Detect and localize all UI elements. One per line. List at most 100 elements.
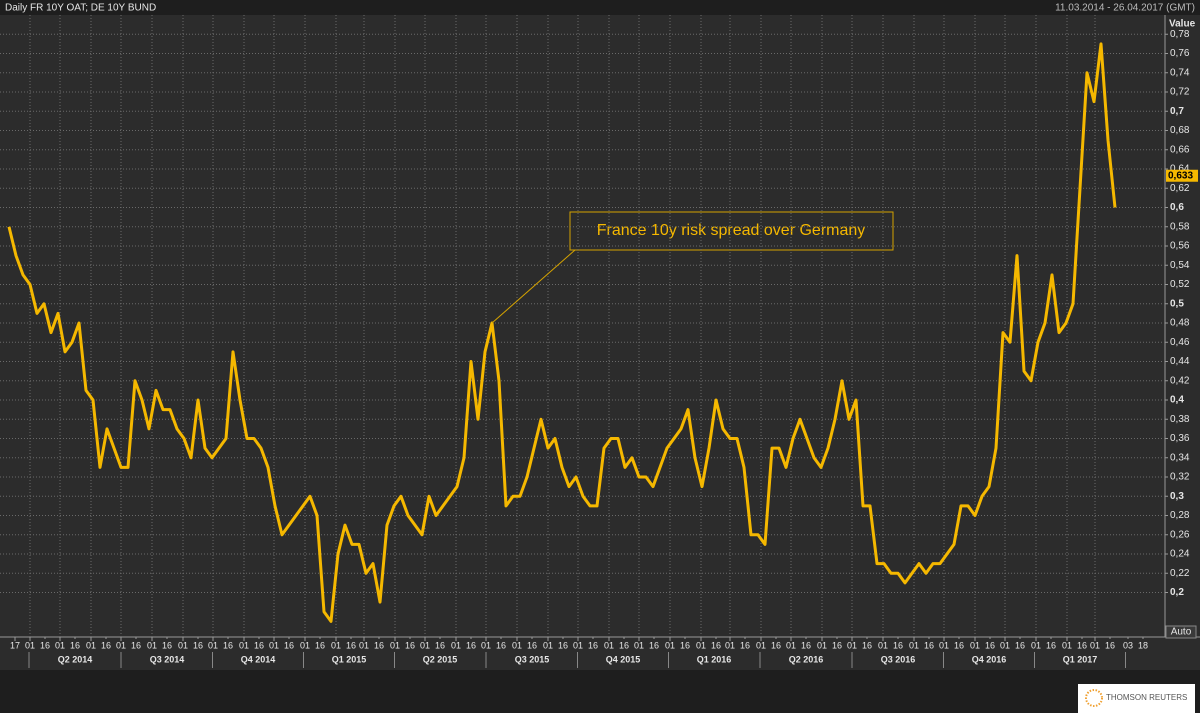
- logo-box: [1078, 684, 1195, 713]
- x-tick-label: 01: [847, 640, 857, 650]
- x-tick-label: 16: [832, 640, 842, 650]
- chart-title: Daily FR 10Y OAT; DE 10Y BUND: [5, 3, 156, 14]
- x-tick-label: 01: [878, 640, 888, 650]
- x-tick-label: 16: [435, 640, 445, 650]
- x-tick-label: 17: [10, 640, 20, 650]
- x-tick-label: 01: [116, 640, 126, 650]
- x-tick-label: 16: [405, 640, 415, 650]
- x-tick-label: 16: [1015, 640, 1025, 650]
- x-tick-label: 16: [985, 640, 995, 650]
- x-tick-label: 16: [527, 640, 537, 650]
- x-tick-label: 01: [725, 640, 735, 650]
- y-tick-label: 0,78: [1170, 29, 1190, 40]
- y-tick-label: 0,44: [1170, 356, 1190, 367]
- x-tick-label: 01: [786, 640, 796, 650]
- annotation-leader: [491, 249, 576, 324]
- auto-button[interactable]: [1165, 625, 1197, 639]
- y-tick-label: 0,66: [1170, 144, 1190, 155]
- x-tick-label: 01: [390, 640, 400, 650]
- date-range: 11.03.2014 - 26.04.2017 (GMT): [1055, 3, 1195, 14]
- x-tick-label: 01: [359, 640, 369, 650]
- x-tick-label: 16: [680, 640, 690, 650]
- y-tick-label: 0,2: [1170, 587, 1184, 598]
- x-tick-label: 01: [696, 640, 706, 650]
- y-tick-label: 0,28: [1170, 510, 1190, 521]
- quarter-label: Q2 2016: [789, 654, 824, 664]
- y-tick-label: 0,6: [1170, 202, 1184, 213]
- y-tick-label: 0,62: [1170, 183, 1190, 194]
- quarter-label: Q2 2015: [423, 654, 458, 664]
- y-tick-label: 0,52: [1170, 279, 1190, 290]
- quarter-label: Q4 2015: [606, 654, 641, 664]
- x-axis-panel: [0, 637, 1200, 670]
- x-tick-label: 16: [101, 640, 111, 650]
- x-tick-label: 16: [223, 640, 233, 650]
- plot-area: [0, 15, 1165, 637]
- x-tick-label: 01: [25, 640, 35, 650]
- y-tick-label: 0,74: [1170, 67, 1190, 78]
- x-tick-label: 03: [1123, 640, 1133, 650]
- x-tick-label: 16: [70, 640, 80, 650]
- x-tick-label: 16: [649, 640, 659, 650]
- x-tick-label: 01: [543, 640, 553, 650]
- x-tick-label: 16: [346, 640, 356, 650]
- y-tick-label: 0,58: [1170, 221, 1190, 232]
- y-tick-label: 0,68: [1170, 125, 1190, 136]
- quarter-label: Q2 2014: [58, 654, 93, 664]
- annotation-box: [569, 211, 894, 251]
- quarter-label: Q1 2017: [1063, 654, 1098, 664]
- y-tick-label: 0,32: [1170, 472, 1190, 483]
- x-tick-label: 16: [254, 640, 264, 650]
- x-tick-label: 16: [893, 640, 903, 650]
- x-tick-label: 16: [131, 640, 141, 650]
- y-tick-label: 0,7: [1170, 106, 1184, 117]
- x-tick-label: 01: [512, 640, 522, 650]
- x-tick-label: 01: [178, 640, 188, 650]
- y-tick-label: 0,72: [1170, 87, 1190, 98]
- x-tick-label: 01: [451, 640, 461, 650]
- x-tick-label: 01: [970, 640, 980, 650]
- quarter-label: Q4 2014: [241, 654, 276, 664]
- x-tick-label: 01: [208, 640, 218, 650]
- x-tick-label: 16: [740, 640, 750, 650]
- x-tick-label: 01: [665, 640, 675, 650]
- x-tick-label: 01: [269, 640, 279, 650]
- y-tick-label: 0,64: [1170, 164, 1190, 175]
- y-tick-label: 0,48: [1170, 318, 1190, 329]
- x-tick-label: 01: [86, 640, 96, 650]
- x-tick-label: 16: [711, 640, 721, 650]
- y-axis-label: Value: [1169, 19, 1196, 30]
- y-tick-label: 0,56: [1170, 241, 1190, 252]
- quarter-label: Q1 2015: [332, 654, 367, 664]
- x-tick-label: 01: [1062, 640, 1072, 650]
- last-value-label: 0,633: [1168, 170, 1193, 181]
- x-tick-label: 16: [1105, 640, 1115, 650]
- y-tick-label: 0,3: [1170, 491, 1184, 502]
- x-tick-label: 16: [588, 640, 598, 650]
- y-tick-label: 0,36: [1170, 433, 1190, 444]
- y-tick-label: 0,4: [1170, 395, 1184, 406]
- x-tick-label: 16: [315, 640, 325, 650]
- auto-label[interactable]: Auto: [1171, 627, 1192, 638]
- x-tick-label: 01: [239, 640, 249, 650]
- x-tick-label: 01: [147, 640, 157, 650]
- y-axis-panel: [1165, 15, 1200, 637]
- x-tick-label: 16: [771, 640, 781, 650]
- quarter-label: Q3 2015: [515, 654, 550, 664]
- x-tick-label: 16: [1046, 640, 1056, 650]
- quarter-label: Q4 2016: [972, 654, 1007, 664]
- source-logo: THOMSON REUTERS: [1078, 684, 1195, 713]
- y-tick-label: 0,26: [1170, 529, 1190, 540]
- y-tick-label: 0,76: [1170, 48, 1190, 59]
- x-tick-label: 01: [939, 640, 949, 650]
- quarter-label: Q3 2014: [150, 654, 185, 664]
- grid: [0, 15, 1165, 637]
- x-tick-label: 01: [1090, 640, 1100, 650]
- y-tick-label: 0,42: [1170, 375, 1190, 386]
- x-tick-label: 01: [909, 640, 919, 650]
- annotation-text: France 10y risk spread over Germany: [597, 222, 866, 239]
- source-text: THOMSON REUTERS: [1106, 693, 1187, 702]
- logo-icon: [1085, 689, 1103, 707]
- y-tick-label: 0,54: [1170, 260, 1190, 271]
